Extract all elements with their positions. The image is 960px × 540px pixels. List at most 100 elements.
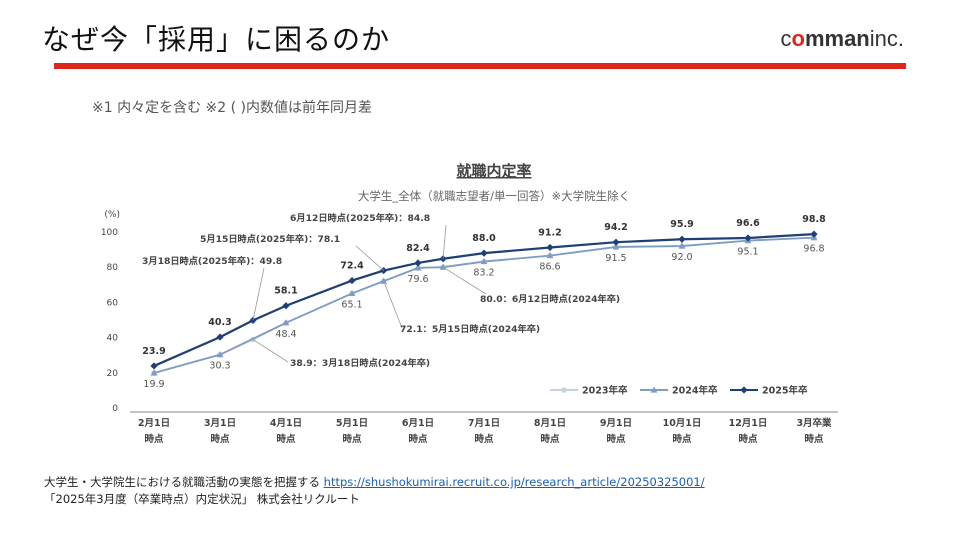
data-label: 91.5 (605, 253, 626, 264)
legend-label: 2025年卒 (762, 385, 808, 397)
annotation-leader (442, 266, 487, 295)
data-point (282, 319, 290, 326)
data-point (744, 234, 752, 242)
data-point (380, 277, 388, 284)
x-tick-label: 5月1日 (336, 418, 368, 429)
x-tick-label: 9月1日 (600, 418, 632, 429)
x-tick-label: 8月1日 (534, 418, 566, 429)
legend-label: 2023年卒 (582, 385, 628, 397)
source-text: 大学生・大学院生における就職活動の実態を把握する (44, 475, 320, 489)
data-point (282, 302, 290, 310)
data-point (546, 243, 554, 252)
x-tick-label: 7月1日 (468, 418, 500, 429)
source-link[interactable]: https://shushokumirai.recruit.co.jp/rese… (323, 475, 705, 489)
annotation-label: 38.9：3月18日時点(2024年卒) (290, 357, 430, 369)
y-tick-label: 0 (112, 404, 118, 414)
data-point (678, 242, 686, 249)
x-tick-label: 4月1日 (270, 418, 302, 429)
data-label: 91.2 (538, 227, 561, 238)
company-logo: commaninc. (780, 26, 905, 51)
data-label: 96.8 (803, 244, 824, 255)
data-label: 83.2 (473, 268, 494, 279)
annotation-leader (383, 280, 403, 329)
data-label: 95.9 (670, 219, 693, 230)
legend-marker (561, 387, 567, 393)
data-label: 95.1 (737, 247, 758, 258)
annotation-label: 6月12日時点(2025年卒)：84.8 (290, 212, 430, 224)
data-label: 65.1 (341, 299, 362, 310)
data-point (414, 264, 422, 271)
annotation-label: 80.0：6月12日時点(2024年卒) (480, 293, 620, 305)
annotation-label: 72.1：5月15日時点(2024年卒) (400, 323, 540, 335)
x-tick-label: 時点 (342, 433, 362, 445)
y-tick-label: 100 (101, 228, 118, 238)
data-point (810, 230, 818, 238)
x-tick-label: 12月1日 (729, 418, 768, 429)
annotation-leader (355, 245, 384, 271)
chart-subtitle: 大学生_全体（就職志望者/単一回答）※大学院生除く (358, 189, 630, 203)
data-point (216, 333, 224, 341)
data-point (216, 351, 224, 358)
x-tick-label: 時点 (606, 433, 626, 445)
x-tick-label: 時点 (276, 433, 296, 445)
source-text-2: 「2025年3月度（卒業時点）内定状況」 株式会社リクルート (44, 492, 360, 506)
data-label: 23.9 (142, 346, 165, 357)
legend-label: 2024年卒 (672, 385, 718, 397)
data-label: 79.6 (407, 274, 428, 285)
header-divider (54, 63, 906, 69)
x-tick-label: 時点 (144, 433, 164, 445)
x-tick-label: 時点 (804, 433, 824, 445)
legend-marker (650, 386, 658, 393)
x-tick-label: 時点 (408, 433, 428, 445)
x-tick-label: 時点 (540, 433, 560, 445)
annotation-leader (252, 267, 265, 321)
data-label: 88.0 (472, 233, 496, 244)
data-label: 96.6 (736, 218, 760, 229)
x-tick-label: 2月1日 (138, 418, 170, 429)
data-point (546, 251, 554, 259)
y-axis-unit: (%) (104, 210, 120, 220)
x-tick-label: 6月1日 (402, 418, 434, 429)
data-label: 58.1 (274, 286, 297, 297)
y-tick-label: 20 (107, 369, 119, 379)
x-tick-label: 時点 (672, 433, 692, 445)
x-tick-label: 時点 (474, 433, 494, 445)
y-tick-label: 60 (107, 298, 119, 308)
data-point (414, 259, 422, 267)
x-tick-label: 3月1日 (204, 418, 236, 429)
chart-note: ※1 内々定を含む ※2 ( )内数値は前年同月差 (92, 100, 372, 116)
x-tick-label: 10月1日 (663, 418, 702, 429)
annotation-leader (252, 339, 289, 363)
annotation-label: 5月15日時点(2025年卒)：78.1 (200, 233, 340, 245)
data-label: 98.8 (802, 214, 826, 225)
series-line-2025年卒 (153, 233, 815, 367)
y-tick-label: 40 (107, 334, 119, 344)
legend-marker (740, 386, 748, 394)
x-tick-label: 3月卒業 (796, 417, 832, 429)
data-label: 19.9 (143, 379, 164, 390)
annotation-leader (442, 224, 447, 259)
data-point (150, 362, 158, 370)
x-tick-label: 時点 (210, 433, 230, 445)
data-point (480, 249, 488, 257)
data-label: 72.4 (340, 261, 364, 272)
data-label: 92.0 (671, 252, 692, 263)
data-label: 82.4 (406, 243, 430, 254)
data-label: 30.3 (209, 361, 230, 372)
data-point (612, 243, 620, 250)
x-tick-label: 時点 (738, 433, 758, 445)
source-citation: 大学生・大学院生における就職活動の実態を把握する https://shushok… (44, 474, 705, 508)
data-point (678, 235, 686, 243)
data-point (612, 238, 620, 246)
data-point (150, 369, 158, 376)
data-label: 48.4 (275, 329, 296, 340)
page-title: なぜ今「採用」に困るのか (42, 23, 391, 56)
data-label: 40.3 (208, 317, 231, 328)
data-point (480, 257, 488, 265)
data-label: 86.6 (539, 262, 560, 273)
annotation-label: 3月18日時点(2025年卒)：49.8 (142, 255, 282, 267)
data-label: 94.2 (604, 222, 627, 233)
data-point (348, 289, 356, 297)
y-tick-label: 80 (107, 263, 119, 273)
